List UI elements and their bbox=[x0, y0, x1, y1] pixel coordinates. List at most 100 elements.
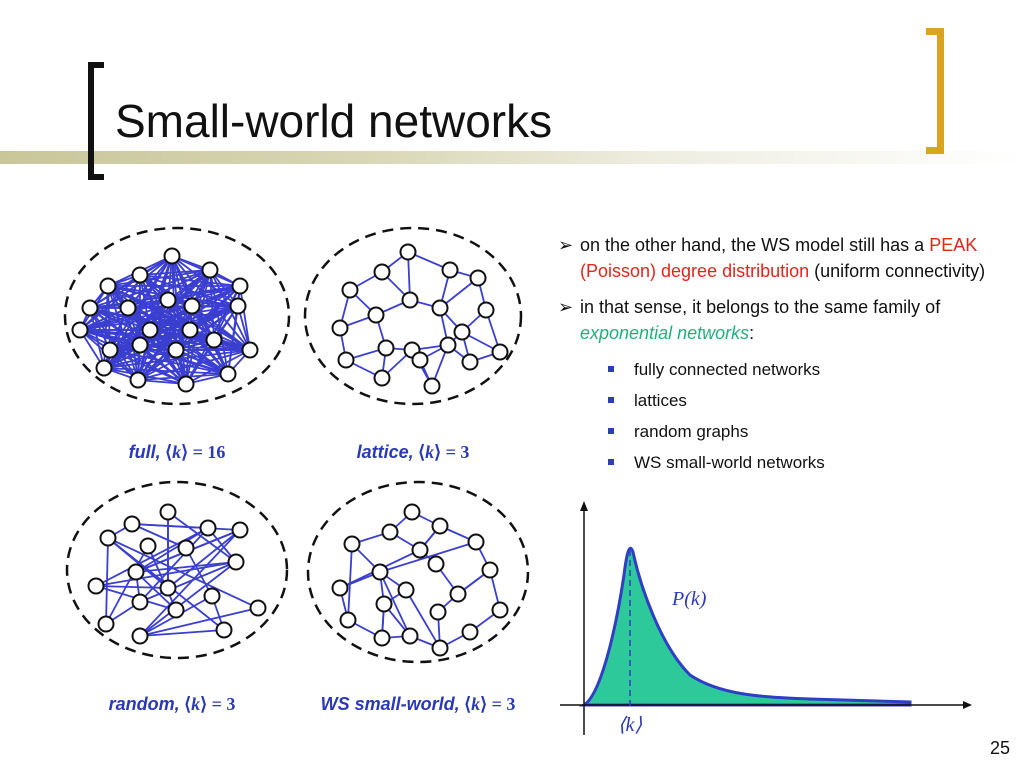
graph-edge bbox=[139, 329, 191, 346]
graph-node bbox=[167, 601, 185, 619]
arrow-bullet-icon: ➢ bbox=[558, 235, 574, 255]
graph-edge bbox=[167, 285, 241, 301]
graph-node bbox=[141, 321, 159, 339]
bullet-2-text: in that sense, it belongs to the same fa… bbox=[580, 297, 941, 317]
graph-edge bbox=[185, 349, 251, 385]
graph-node bbox=[241, 341, 259, 359]
graph-edge bbox=[149, 329, 251, 351]
caption-value: 3 bbox=[460, 442, 469, 462]
page-number: 25 bbox=[990, 738, 1011, 758]
graph-node bbox=[159, 503, 177, 521]
graph-node bbox=[131, 336, 149, 354]
random-network-graph bbox=[65, 480, 289, 660]
graph-edge bbox=[103, 367, 229, 375]
right-bracket bbox=[926, 28, 944, 154]
square-bullet-icon bbox=[608, 428, 614, 434]
full-graph-caption: full, ⟨k⟩ = 16 bbox=[129, 442, 226, 462]
graph-node bbox=[377, 339, 395, 357]
graph-edge bbox=[139, 269, 211, 276]
graph-node bbox=[491, 343, 509, 361]
graph-node bbox=[215, 621, 233, 639]
caption-prefix: WS small-world, bbox=[321, 694, 460, 714]
graph-node bbox=[81, 299, 99, 317]
list-item: WS small-world networks bbox=[608, 447, 996, 478]
graph-node bbox=[201, 261, 219, 279]
bullet-1-highlight: PEAK (Poisson) degree distribution bbox=[580, 235, 978, 281]
graph-node bbox=[461, 623, 479, 641]
bullet-1-text-end: (uniform connectivity) bbox=[809, 261, 986, 281]
caption-prefix: lattice, bbox=[357, 442, 414, 462]
graph-edge bbox=[103, 349, 251, 369]
graph-node bbox=[429, 603, 447, 621]
graph-edge bbox=[79, 305, 193, 331]
graph-edge bbox=[107, 269, 211, 287]
left-bracket bbox=[88, 62, 104, 180]
graph-node bbox=[397, 581, 415, 599]
graph-node bbox=[411, 541, 429, 559]
graph-node bbox=[183, 297, 201, 315]
graph-edge bbox=[405, 589, 441, 649]
list-item: fully connected networks bbox=[608, 354, 996, 385]
graph-node bbox=[331, 319, 349, 337]
bullet-2-highlight: exponential networks bbox=[580, 323, 750, 343]
square-bullet-icon bbox=[608, 366, 614, 372]
list-item: lattices bbox=[608, 385, 996, 416]
graph-edge bbox=[167, 529, 241, 589]
lattice-graph-caption: lattice, ⟨k⟩ = 3 bbox=[357, 442, 470, 462]
graph-node bbox=[341, 281, 359, 299]
graph-node bbox=[99, 277, 117, 295]
dashed-boundary bbox=[303, 226, 523, 406]
graph-node bbox=[87, 577, 105, 595]
graph-edge bbox=[131, 523, 241, 531]
graph-node bbox=[123, 515, 141, 533]
graph-edge bbox=[79, 329, 251, 351]
bullet-text: ➢ on the other hand, the WS model still … bbox=[556, 232, 996, 478]
graph-edge bbox=[131, 523, 187, 549]
graph-node bbox=[431, 299, 449, 317]
graph-edge bbox=[135, 527, 209, 573]
bullet-1-text: on the other hand, the WS model still ha… bbox=[580, 235, 930, 255]
graph-node bbox=[167, 341, 185, 359]
graph-node bbox=[219, 365, 237, 383]
slide-title: Small-world networks bbox=[115, 95, 553, 147]
graph-node bbox=[101, 341, 119, 359]
list-item-text: fully connected networks bbox=[634, 360, 821, 379]
graph-node bbox=[467, 533, 485, 551]
graph-node bbox=[343, 535, 361, 553]
graph-node bbox=[227, 553, 245, 571]
graph-node bbox=[71, 321, 89, 339]
graph-node bbox=[203, 587, 221, 605]
list-item: random graphs bbox=[608, 416, 996, 447]
graph-edge bbox=[105, 545, 149, 625]
graph-edge bbox=[89, 307, 151, 331]
caption-value: 3 bbox=[226, 694, 235, 714]
graph-edge bbox=[139, 607, 259, 637]
y-axis-arrow-icon bbox=[580, 501, 588, 511]
graph-node bbox=[461, 353, 479, 371]
caption-prefix: full, bbox=[129, 442, 161, 462]
full-network-graph bbox=[63, 226, 291, 406]
graph-edge bbox=[139, 529, 241, 637]
graph-edge bbox=[167, 299, 239, 307]
graph-edge bbox=[105, 537, 109, 625]
graph-node bbox=[401, 291, 419, 309]
graph-edge bbox=[185, 547, 213, 597]
dashed-boundary bbox=[306, 480, 530, 664]
graph-node bbox=[403, 503, 421, 521]
graph-node bbox=[373, 263, 391, 281]
graph-node bbox=[373, 369, 391, 387]
graph-node bbox=[373, 629, 391, 647]
arrow-bullet-icon: ➢ bbox=[558, 297, 574, 317]
graph-node bbox=[423, 377, 441, 395]
graph-node bbox=[229, 297, 247, 315]
list-item-text: WS small-world networks bbox=[634, 453, 825, 472]
graph-node bbox=[131, 593, 149, 611]
graph-node bbox=[439, 336, 457, 354]
graph-edge bbox=[79, 305, 239, 331]
graph-node bbox=[375, 595, 393, 613]
graph-node bbox=[97, 615, 115, 633]
graph-node bbox=[453, 323, 471, 341]
graph-node bbox=[371, 563, 389, 581]
curve-label: P(k) bbox=[671, 588, 707, 610]
square-bullet-icon bbox=[608, 397, 614, 403]
